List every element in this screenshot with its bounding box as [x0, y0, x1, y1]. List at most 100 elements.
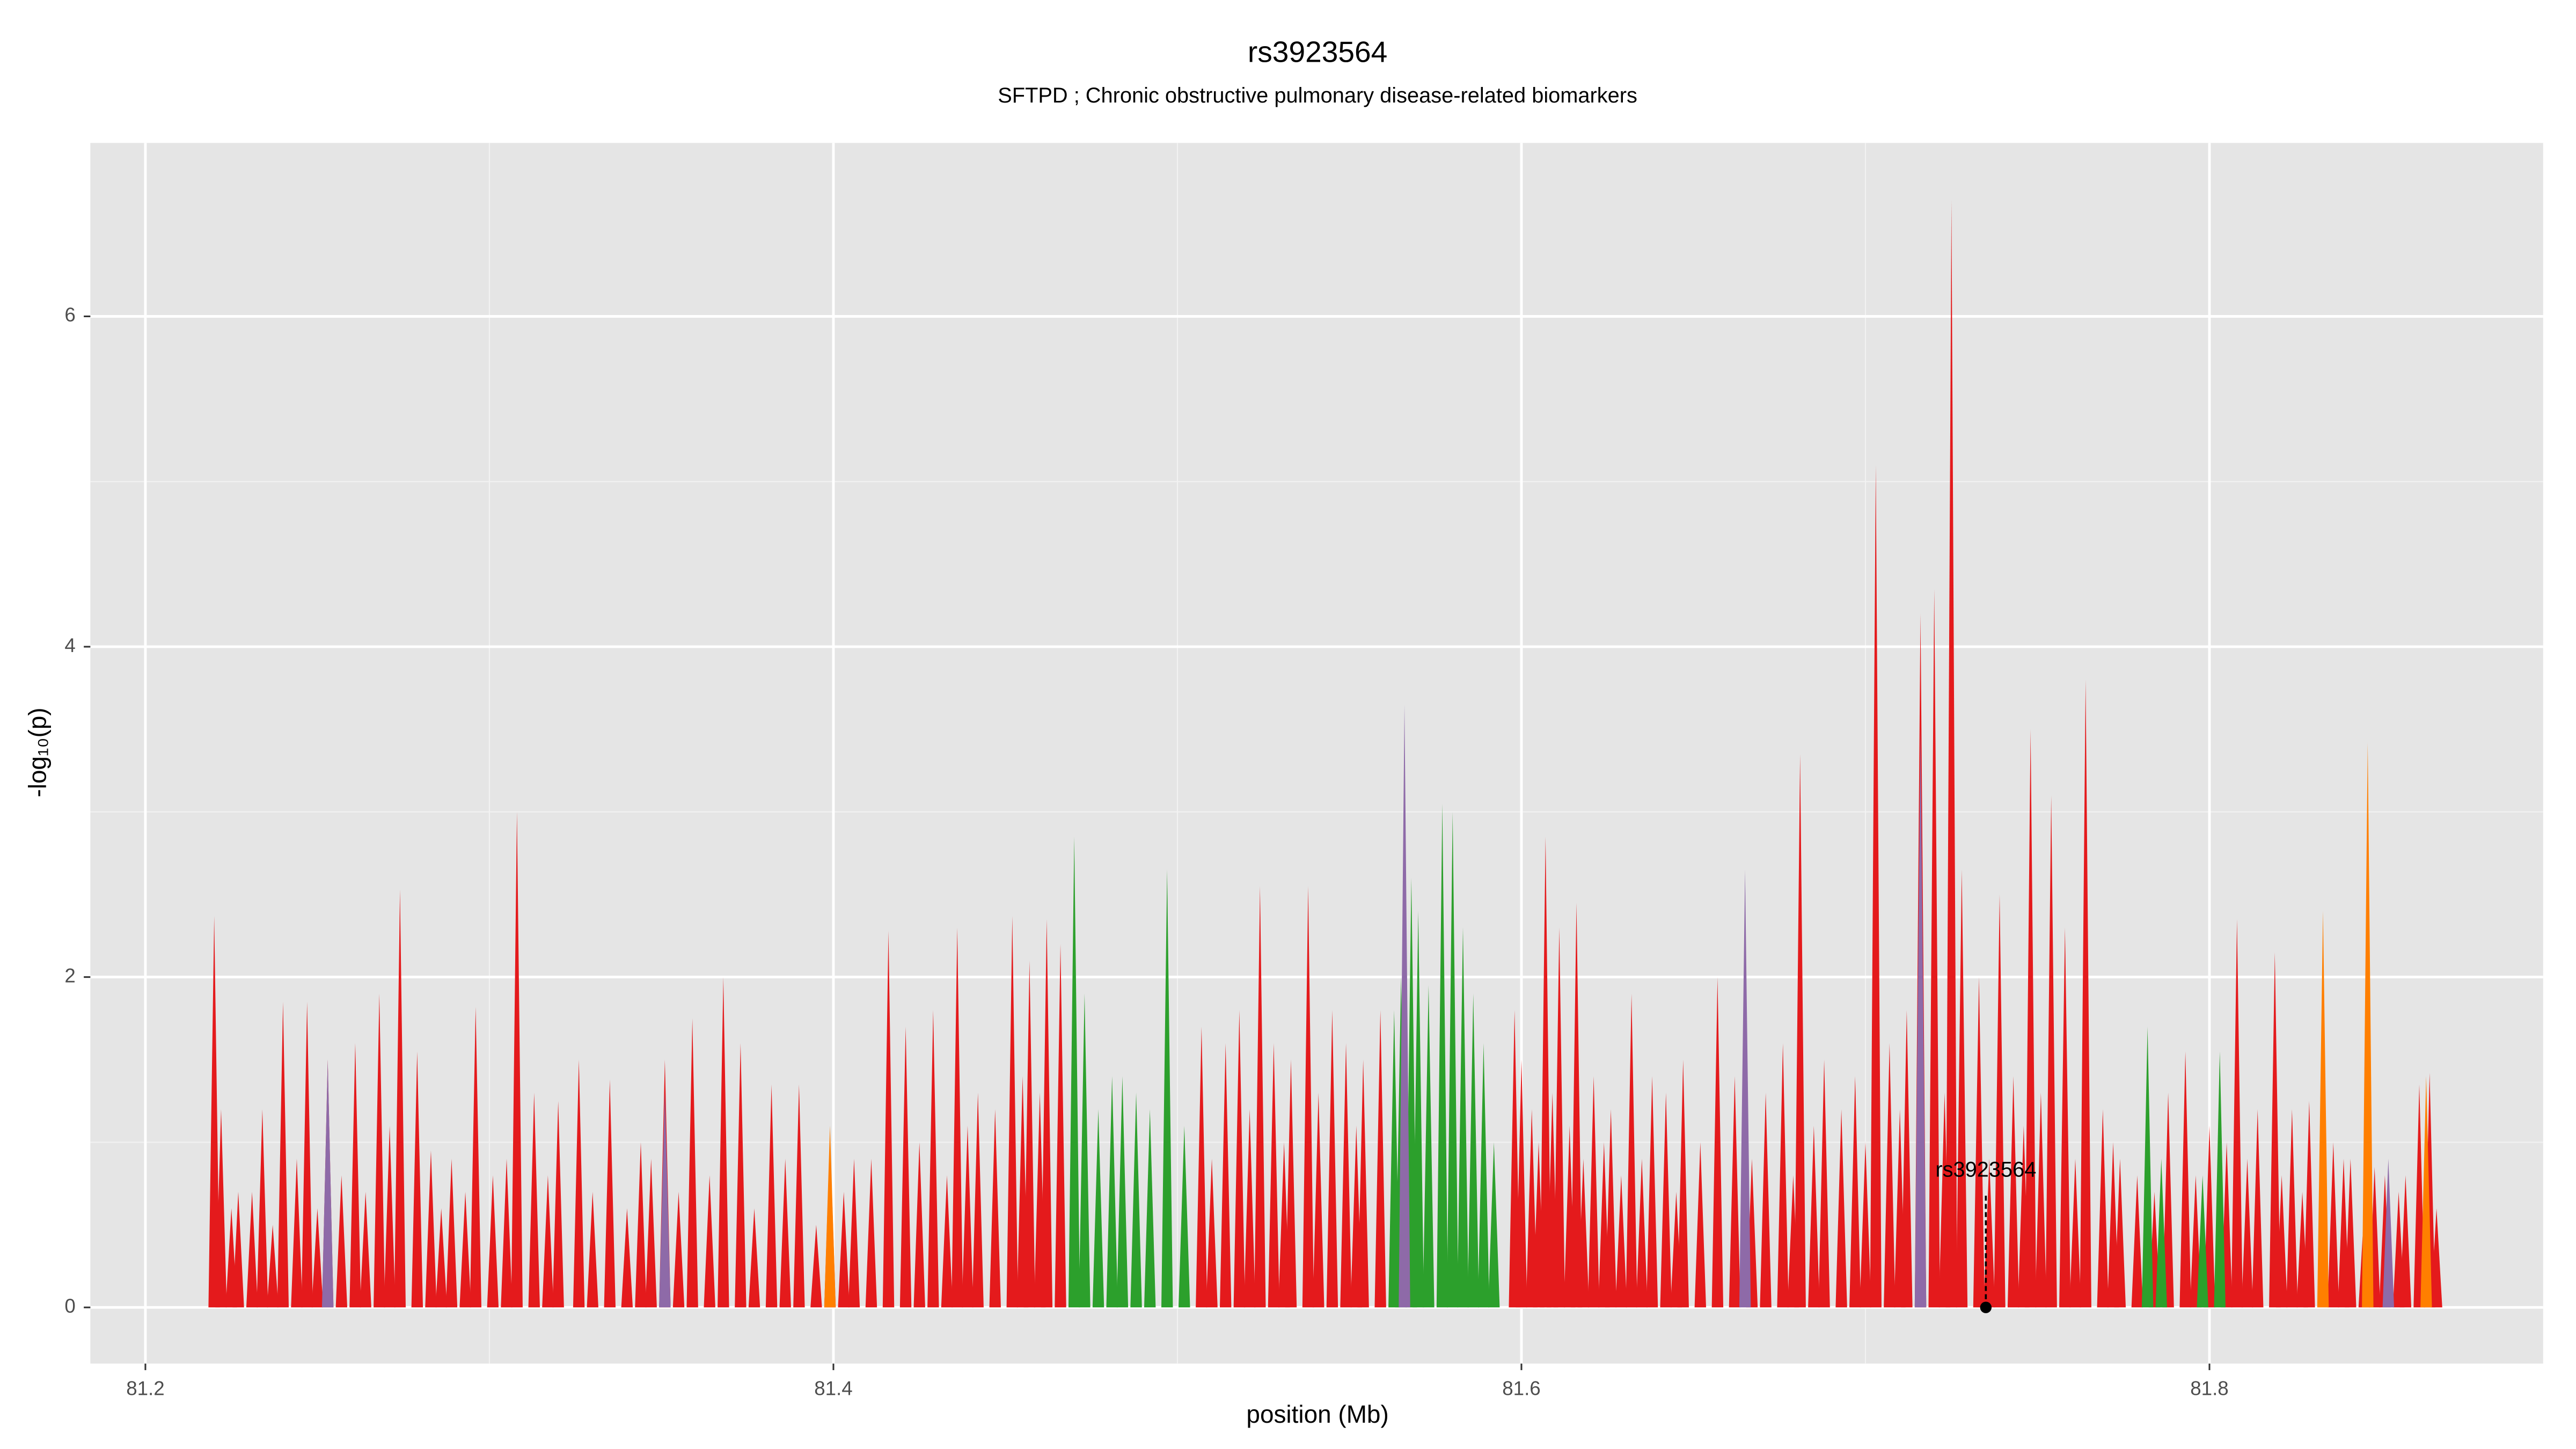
x-tick-label: 81.8	[2190, 1377, 2228, 1399]
spike	[2362, 742, 2374, 1308]
spike	[962, 1125, 974, 1308]
spike	[1233, 1010, 1246, 1308]
spike	[927, 1010, 939, 1308]
spike	[1694, 1142, 1707, 1308]
spike	[1079, 993, 1091, 1308]
spike	[208, 916, 220, 1308]
spike	[435, 1208, 447, 1308]
spike	[1016, 1076, 1029, 1308]
spike	[1553, 927, 1565, 1308]
spike	[1677, 1059, 1689, 1308]
spike	[394, 889, 406, 1308]
spike	[1055, 944, 1066, 1308]
spike	[2328, 1142, 2339, 1308]
spike	[501, 1159, 513, 1308]
spike	[2252, 1109, 2264, 1308]
spike	[1540, 837, 1552, 1308]
spike	[635, 1142, 647, 1308]
axes: 81.2 81.4 81.6 81.8 0 2 4 6	[64, 304, 2228, 1399]
spike	[2179, 1051, 2191, 1308]
spike	[2317, 911, 2329, 1308]
spike	[1130, 1093, 1142, 1308]
spike	[384, 1125, 396, 1308]
spike	[1711, 977, 1724, 1308]
spike	[779, 1159, 791, 1308]
spike	[1313, 1093, 1324, 1308]
spike	[1577, 1159, 1590, 1308]
spike	[459, 1191, 471, 1308]
spike	[277, 1001, 289, 1308]
x-tick-label: 81.2	[126, 1377, 164, 1399]
spike	[1994, 894, 2006, 1308]
spike	[1894, 1109, 1906, 1308]
spike	[1243, 1109, 1256, 1308]
spike	[573, 1059, 585, 1308]
spike	[621, 1208, 633, 1308]
spike	[1729, 1076, 1741, 1308]
y-tick-label: 6	[64, 304, 75, 326]
spike	[411, 1051, 423, 1308]
spike	[1598, 1142, 1610, 1308]
spike	[2420, 1076, 2432, 1308]
spike	[865, 1159, 877, 1308]
y-tick-label: 2	[64, 964, 75, 986]
spike	[349, 1043, 361, 1308]
spike	[1326, 1010, 1338, 1308]
spike	[824, 1125, 836, 1308]
spike	[1350, 1125, 1363, 1308]
spike	[1285, 1059, 1297, 1308]
spike	[2286, 1109, 2298, 1308]
spike	[1477, 1043, 1490, 1308]
spike	[267, 1225, 279, 1308]
spike	[2296, 1191, 2308, 1308]
marks: rs3923564	[208, 201, 2442, 1313]
spike	[1626, 993, 1637, 1308]
spike	[2382, 1159, 2395, 1308]
x-tick-label: 81.6	[1502, 1377, 1540, 1399]
spike	[1116, 1076, 1129, 1308]
spike	[1646, 1076, 1658, 1308]
spike	[2141, 1026, 2154, 1308]
spike	[2059, 927, 2071, 1308]
spike	[704, 1175, 715, 1308]
spike	[2231, 919, 2243, 1308]
annotation-label: rs3923564	[1935, 1158, 2036, 1182]
spike	[2107, 1142, 2119, 1308]
spike	[291, 1159, 303, 1308]
spike	[1447, 811, 1459, 1308]
y-tick-label: 0	[64, 1295, 75, 1317]
spike	[542, 1175, 554, 1308]
spike	[1144, 1109, 1156, 1308]
spike	[1516, 1059, 1527, 1308]
spike	[374, 993, 385, 1308]
spike	[765, 1084, 778, 1308]
spike	[2035, 1093, 2047, 1308]
spike	[989, 1109, 1001, 1308]
spike	[1278, 1142, 1290, 1308]
spike	[1023, 960, 1036, 1308]
spike	[1106, 1076, 1118, 1308]
spike	[225, 1208, 237, 1308]
spike	[1179, 1125, 1190, 1308]
spike	[246, 1191, 258, 1308]
spike	[1302, 886, 1314, 1308]
spike	[2338, 1159, 2350, 1308]
spike	[1423, 985, 1435, 1308]
spike	[1901, 1010, 1913, 1308]
spike	[686, 1018, 698, 1308]
spike	[1973, 977, 1985, 1308]
spike	[1739, 869, 1751, 1308]
spike	[1884, 1043, 1896, 1308]
spike	[1196, 1026, 1208, 1308]
spike	[445, 1159, 458, 1308]
spike	[2275, 1175, 2288, 1308]
spike	[360, 1191, 371, 1308]
spike	[1636, 1159, 1648, 1308]
spike	[1945, 201, 1957, 1308]
spike	[321, 1059, 334, 1308]
spike	[604, 1079, 616, 1308]
x-axis-title: position (Mb)	[1246, 1400, 1388, 1428]
spike	[2007, 1076, 2019, 1308]
spike	[1787, 1175, 1799, 1308]
spike	[1914, 729, 1927, 1308]
